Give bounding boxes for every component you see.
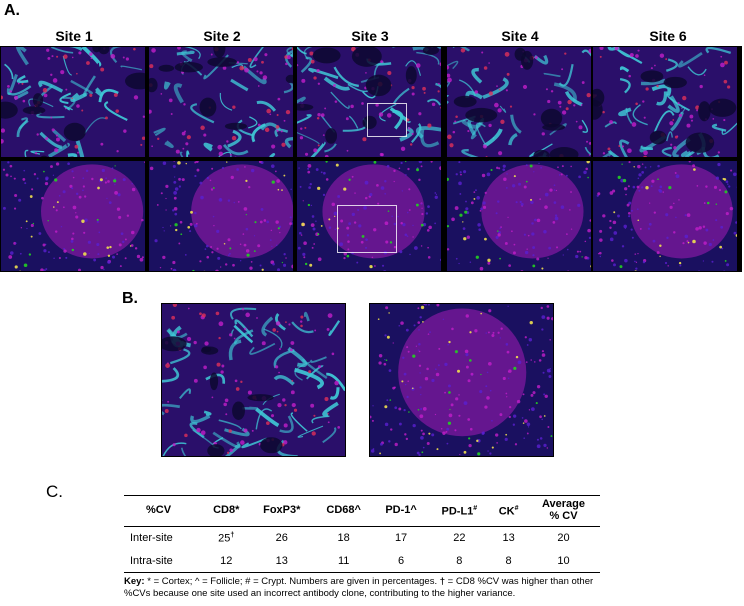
table-cell: 13 <box>249 549 314 573</box>
panel-label-c: C. <box>46 482 63 501</box>
zoom-image-follicle <box>369 303 554 457</box>
header-cd8: CD8* <box>202 495 250 527</box>
panel-label-a: A. <box>4 2 20 19</box>
table-cell: 8 <box>490 549 528 573</box>
table-key-note: Key: * = Cortex; ^ = Follicle; # = Crypt… <box>124 576 594 599</box>
table-cell: 18 <box>337 532 350 545</box>
table-cell: 13 <box>502 532 515 545</box>
zoom-region-box <box>337 205 397 253</box>
header-cv: %CV <box>124 495 203 527</box>
table-cell: 11 <box>313 549 374 573</box>
tissue-image-cortex-5 <box>592 46 738 158</box>
cv-table: %CV CD8* FoxP3* CD68^ PD-1^ PD-L1# CK# A… <box>124 495 600 573</box>
tissue-image-cortex-2 <box>148 46 294 158</box>
header-ck: CK# <box>490 495 528 527</box>
zoom-region-box <box>367 103 407 137</box>
header-cd68: CD68^ <box>313 495 374 527</box>
table-cell: 12 <box>202 549 250 573</box>
site-title-3: Site 3 <box>351 28 389 44</box>
table-header-row: %CV CD8* FoxP3* CD68^ PD-1^ PD-L1# CK# A… <box>124 495 600 527</box>
tissue-image-follicle-2 <box>148 160 294 272</box>
table-cell: 6 <box>373 549 429 573</box>
site-title-4: Site 4 <box>501 28 539 44</box>
zoom-image-cortex <box>161 303 346 457</box>
tissue-image-follicle-5 <box>592 160 738 272</box>
tissue-image-cortex-3 <box>296 46 442 158</box>
tissue-image-follicle-3 <box>296 160 442 272</box>
tissue-image-follicle-1 <box>0 160 146 272</box>
tissue-image-cortex-1 <box>0 46 146 158</box>
table-cell: 20 <box>557 532 570 545</box>
tissue-image-grid <box>0 46 742 272</box>
table-cell: 17 <box>394 532 408 545</box>
table-row: Inter-site 25† 26 18 17 22 13 20 <box>124 527 600 550</box>
table-row: Intra-site 12 13 11 6 8 8 10 <box>124 549 600 573</box>
site-title-2: Site 2 <box>203 28 241 44</box>
panel-label-b: B. <box>122 290 138 307</box>
row-label: Inter-site <box>130 532 173 545</box>
table-cell: 8 <box>428 549 491 573</box>
table-cell: 25† <box>218 532 235 545</box>
tissue-image-cortex-4 <box>446 46 592 158</box>
header-pdl1: PD-L1# <box>428 495 491 527</box>
row-label: Intra-site <box>124 549 203 573</box>
table-cell: 26 <box>275 532 288 545</box>
site-title-6: Site 6 <box>649 28 687 44</box>
header-pd1: PD-1^ <box>373 495 429 527</box>
site-title-1: Site 1 <box>55 28 93 44</box>
header-average: Average% CV <box>527 495 600 527</box>
table-cell: 22 <box>453 532 466 545</box>
header-foxp3: FoxP3* <box>249 495 314 527</box>
table-cell: 10 <box>527 549 600 573</box>
tissue-image-follicle-4 <box>446 160 592 272</box>
